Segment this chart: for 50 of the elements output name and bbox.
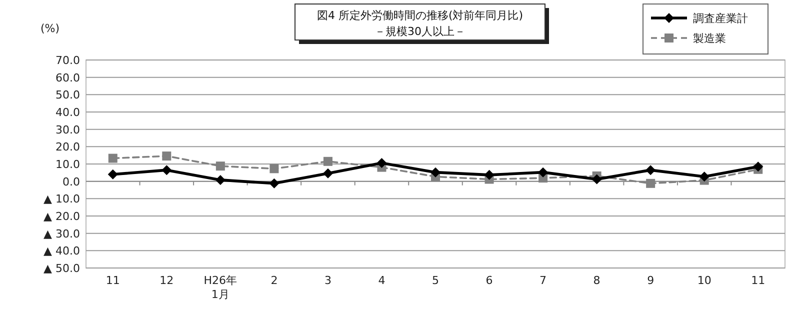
point: [269, 178, 280, 188]
point: [162, 152, 172, 161]
point: [215, 174, 226, 185]
y-tick-label: 50.0: [56, 88, 80, 102]
point: [753, 162, 764, 172]
x-tick-label: 12: [160, 274, 174, 287]
point: [376, 158, 387, 168]
x-tick-label: 10: [697, 274, 712, 287]
point: [646, 178, 656, 188]
x-tick-label: 5: [432, 274, 439, 287]
y-tick-label: 40.0: [56, 106, 80, 119]
x-tick-label: 8: [593, 274, 600, 287]
y-tick-label: 70.0: [56, 54, 80, 67]
point: [323, 156, 332, 166]
x-tick-label: 2: [270, 274, 278, 287]
y-tick-label: ▲ 10.0: [44, 192, 80, 206]
point: [108, 169, 118, 180]
point: [592, 174, 602, 184]
x-tick-label: H26年 1月: [204, 274, 238, 301]
point: [538, 167, 548, 178]
point: [322, 168, 333, 178]
y-tick-label: ▲ 40.0: [44, 244, 80, 258]
chart-subtitle: －規模30人以上－: [374, 25, 466, 38]
x-tick-label: 3: [324, 274, 332, 287]
y-tick-label: 30.0: [56, 123, 80, 136]
y-tick-label: ▲ 20.0: [44, 210, 80, 223]
point: [699, 172, 710, 182]
point: [108, 154, 118, 163]
point: [484, 170, 494, 180]
x-tick-label: 4: [378, 274, 386, 287]
point: [162, 165, 172, 176]
x-tick-label: 7: [540, 274, 547, 287]
x-tick-label: 9: [647, 274, 654, 287]
y-tick-label: ▲ 30.0: [44, 227, 80, 240]
legend-label: 製造業: [693, 32, 726, 45]
y-tick-label: ▲ 50.0: [44, 262, 80, 275]
y-tick-label: 10.0: [56, 158, 80, 171]
x-tick-label: 11: [106, 274, 120, 287]
point: [270, 164, 279, 174]
point: [216, 162, 225, 171]
legend-label: 調査産業計: [693, 12, 748, 25]
point: [646, 165, 656, 176]
point: [430, 167, 440, 178]
y-tick-label: 20.0: [56, 140, 80, 154]
y-axis-title: (%): [40, 22, 60, 35]
x-tick-label: 6: [486, 274, 493, 287]
y-tick-label: 0.0: [62, 175, 80, 188]
y-tick-label: 60.0: [56, 71, 80, 84]
chart-title: 図4 所定外労働時間の推移(対前年同月比): [316, 9, 524, 22]
x-tick-label: 11: [751, 274, 766, 287]
